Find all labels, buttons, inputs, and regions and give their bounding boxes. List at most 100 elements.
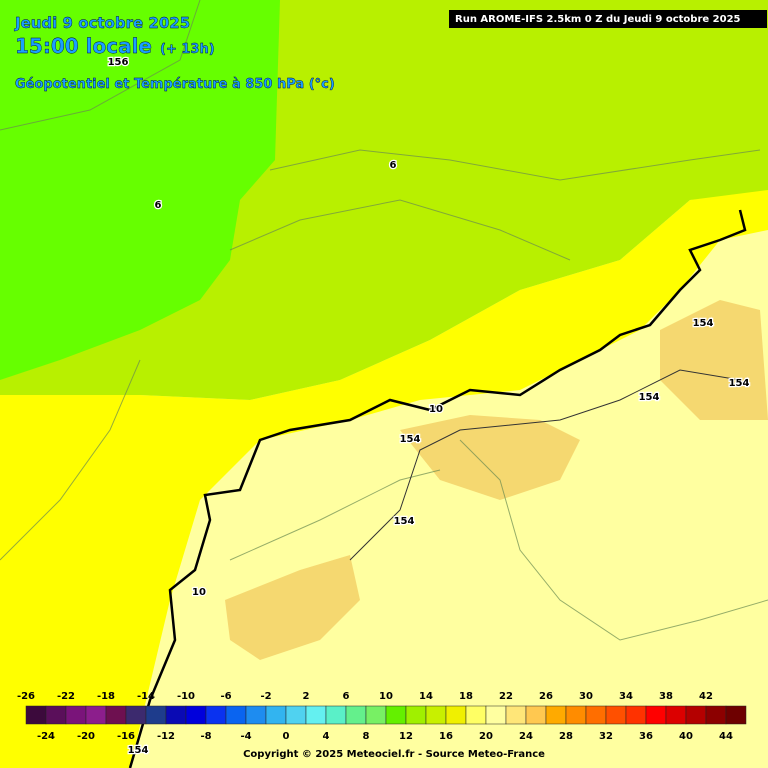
legend-swatch <box>625 705 647 725</box>
border <box>229 199 571 261</box>
legend-swatch <box>705 705 727 725</box>
legend-label: -2 <box>260 691 271 702</box>
legend-swatch <box>65 705 87 725</box>
legend-swatch <box>185 705 207 725</box>
legend-swatch <box>105 705 127 725</box>
warm-patch <box>225 555 360 660</box>
legend-label: 24 <box>519 731 533 742</box>
warm-patch <box>660 300 768 420</box>
date: Jeudi 9 octobre 2025 <box>14 14 190 32</box>
legend-label: 42 <box>699 691 713 702</box>
legend-swatch <box>485 705 507 725</box>
legend-swatch <box>445 705 467 725</box>
green-area <box>0 0 280 380</box>
contour-label: 154 <box>394 516 415 527</box>
legend-swatch <box>405 705 427 725</box>
contour-label: 10 <box>429 404 443 415</box>
legend-label: 0 <box>283 731 290 742</box>
geopotential-154 <box>349 369 741 561</box>
legend-swatch <box>665 705 687 725</box>
legend-swatch <box>145 705 167 725</box>
legend-swatch <box>425 705 447 725</box>
legend-swatch <box>365 705 387 725</box>
legend-swatch <box>205 705 227 725</box>
contour-label: 6 <box>155 200 162 211</box>
legend-swatch <box>565 705 587 725</box>
contour-label: 156 <box>108 57 129 68</box>
legend-swatch <box>605 705 627 725</box>
legend-label: -6 <box>220 691 231 702</box>
legend-label: 44 <box>719 731 733 742</box>
legend-swatch <box>125 705 147 725</box>
legend-label: 16 <box>439 731 453 742</box>
legend-label: -22 <box>57 691 75 702</box>
legend-swatch <box>545 705 567 725</box>
contour-label: 154 <box>639 392 660 403</box>
legend-swatch <box>385 705 407 725</box>
run-info: Run AROME-IFS 2.5km 0 Z du Jeudi 9 octob… <box>455 14 741 25</box>
border <box>229 469 441 561</box>
legend-label: 4 <box>323 731 330 742</box>
legend-swatch <box>85 705 107 725</box>
contour-label: 154 <box>128 745 149 756</box>
legend-label: -26 <box>17 691 35 702</box>
offset: (+ 13h) <box>160 42 215 57</box>
legend-swatch <box>265 705 287 725</box>
legend-swatch <box>525 705 547 725</box>
legend-label: -4 <box>240 731 251 742</box>
contour-label: 10 <box>192 587 206 598</box>
border <box>0 0 201 131</box>
legend-label: -20 <box>77 731 95 742</box>
legend-label: -16 <box>117 731 135 742</box>
contour-label: 6 <box>390 160 397 171</box>
legend-swatch <box>685 705 707 725</box>
legend-swatch <box>345 705 367 725</box>
legend-swatch <box>585 705 607 725</box>
parameter: Géopotentiel et Température à 850 hPa (°… <box>15 77 335 92</box>
legend-swatch <box>245 705 267 725</box>
legend-label: 22 <box>499 691 513 702</box>
legend-swatch <box>225 705 247 725</box>
border <box>0 359 141 561</box>
legend-label: 40 <box>679 731 693 742</box>
legend-swatch <box>725 705 747 725</box>
legend-label: -10 <box>177 691 195 702</box>
legend-swatch <box>505 705 527 725</box>
contour-label: 154 <box>729 378 750 389</box>
legend-label: 14 <box>419 691 433 702</box>
legend-label: 38 <box>659 691 673 702</box>
run-box <box>449 10 767 28</box>
legend-label: 8 <box>363 731 370 742</box>
legend-label: 34 <box>619 691 633 702</box>
legend-label: 12 <box>399 731 413 742</box>
legend-label: -18 <box>97 691 115 702</box>
border <box>459 439 768 641</box>
legend-label: -24 <box>37 731 55 742</box>
legend-label: -12 <box>157 731 175 742</box>
legend-swatch <box>165 705 187 725</box>
legend-label: 10 <box>379 691 393 702</box>
legend-label: 6 <box>343 691 350 702</box>
legend-label: 20 <box>479 731 493 742</box>
legend-swatch <box>325 705 347 725</box>
legend-swatch <box>25 705 47 725</box>
copyright: Copyright © 2025 Meteociel.fr - Source M… <box>243 749 545 760</box>
contour-label: 154 <box>693 318 714 329</box>
warm-patch <box>400 415 580 500</box>
border <box>269 149 761 181</box>
legend-label: 26 <box>539 691 553 702</box>
isotherm-10 <box>128 209 747 768</box>
contour-label: 154 <box>400 434 421 445</box>
legend-label: 28 <box>559 731 573 742</box>
legend-swatch <box>45 705 67 725</box>
legend-label: 30 <box>579 691 593 702</box>
legend-label: 2 <box>303 691 310 702</box>
legend-swatch <box>465 705 487 725</box>
legend-label: -8 <box>200 731 211 742</box>
legend-label: 18 <box>459 691 473 702</box>
legend-swatch <box>645 705 667 725</box>
legend-label: -14 <box>137 691 155 702</box>
legend-swatch <box>305 705 327 725</box>
legend-swatch <box>285 705 307 725</box>
